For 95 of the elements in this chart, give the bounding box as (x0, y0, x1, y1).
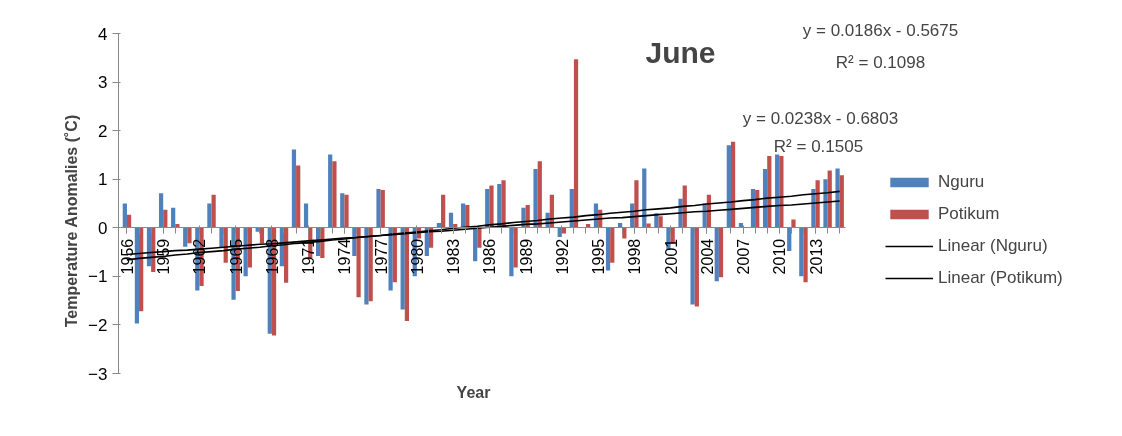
bar (207, 203, 212, 228)
bar (533, 169, 538, 228)
bar (561, 227, 567, 234)
bar (368, 227, 373, 302)
x-axis-title: Year (456, 384, 491, 401)
x-tick-label: 2001 (662, 238, 680, 275)
bar (823, 179, 828, 228)
bar (400, 227, 405, 310)
bar (183, 227, 188, 247)
bar (404, 227, 410, 322)
bar (344, 194, 349, 228)
bar (284, 227, 289, 283)
x-tick-label: 1962 (191, 238, 209, 275)
bar (787, 227, 792, 252)
bar (726, 145, 731, 228)
bar (694, 227, 699, 307)
x-tick-label: 1989 (517, 238, 535, 275)
annotation: y = 0.0238x - 0.6803 (742, 109, 899, 128)
x-tick-label: 1974 (336, 238, 354, 275)
bar (134, 227, 140, 324)
x-tick-label: 2007 (735, 238, 753, 275)
bar (634, 180, 639, 228)
x-tick-label: 1977 (372, 238, 390, 275)
y-tick-label: 2 (98, 121, 108, 141)
bar (158, 193, 164, 228)
bar (441, 194, 446, 228)
bar (658, 216, 663, 228)
y-tick-label: −3 (88, 364, 108, 384)
x-tick-label: 2010 (771, 238, 789, 275)
bar (762, 169, 768, 228)
x-tick-label: 1986 (481, 238, 499, 275)
bar (388, 227, 393, 291)
x-tick-label: 1980 (408, 238, 426, 275)
bar (799, 227, 804, 277)
bar (646, 223, 651, 228)
bar (501, 180, 506, 228)
y-tick-label: 1 (98, 170, 108, 190)
bar (835, 168, 840, 228)
bar (328, 154, 333, 228)
bar (219, 227, 224, 248)
bar (356, 227, 361, 298)
x-tick-label: 1995 (590, 238, 608, 275)
y-axis-title: Temperature Anomalies (˚C) (63, 114, 81, 328)
bar (779, 155, 784, 228)
bar (605, 227, 611, 271)
bar (839, 175, 844, 228)
x-tick-label: 1998 (626, 238, 644, 275)
bar (171, 207, 176, 228)
legend-label: Potikum (938, 204, 1000, 224)
bar (610, 227, 615, 263)
bar (296, 165, 301, 228)
annotation: y = 0.0186x - 0.5675 (802, 21, 959, 40)
bar (187, 227, 192, 244)
bar (332, 161, 337, 228)
legend-label: Linear (Potikum) (938, 268, 1063, 288)
bar (477, 227, 482, 248)
bar (380, 189, 385, 228)
bar (376, 188, 381, 228)
x-tick-label: 1959 (155, 238, 173, 275)
bar (489, 185, 494, 228)
x-tick-label: 1983 (445, 238, 463, 275)
bar (211, 194, 216, 228)
x-tick-label: 2004 (698, 238, 716, 275)
x-tick-label: 1956 (118, 238, 136, 275)
bar (803, 227, 808, 283)
x-tick-label: 1968 (263, 238, 281, 275)
bar (730, 141, 736, 228)
bar (513, 227, 518, 268)
bar (718, 227, 724, 278)
bar (714, 227, 719, 282)
y-tick-label: −2 (88, 315, 108, 335)
x-tick-label: 2013 (807, 238, 825, 275)
annotation: R² = 0.1505 (773, 137, 864, 156)
bar (392, 227, 397, 283)
bar (509, 227, 514, 277)
y-tick-label: 4 (98, 24, 108, 44)
x-tick-label: 1992 (553, 238, 571, 275)
legend-label: Nguru (938, 172, 985, 192)
y-tick-label: 3 (98, 73, 108, 93)
bar (364, 227, 369, 305)
bar (811, 188, 816, 228)
bar (175, 223, 180, 228)
y-tick-label: 0 (98, 218, 108, 238)
bar (340, 193, 345, 228)
bar (791, 219, 796, 228)
bar (259, 227, 265, 244)
y-tick-label: −1 (88, 267, 108, 287)
bar (775, 154, 780, 228)
legend-label: Linear (Nguru) (938, 236, 1048, 256)
chart-title: June (645, 36, 716, 69)
bar (573, 59, 579, 228)
bar (291, 149, 297, 228)
annotation: R² = 0.1098 (835, 53, 926, 72)
bar (690, 227, 695, 305)
bar (473, 227, 478, 262)
